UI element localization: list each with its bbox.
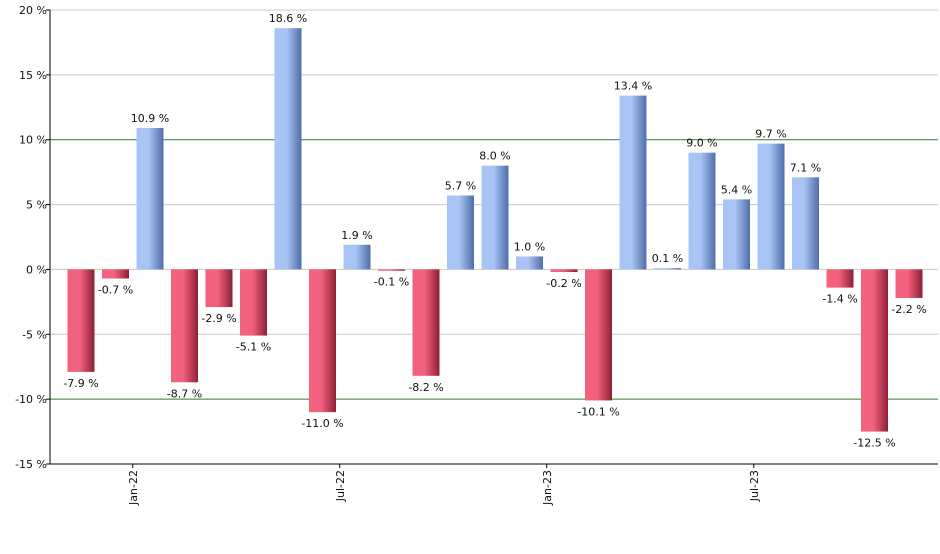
bar bbox=[67, 269, 95, 372]
data-label: -10.1 % bbox=[577, 405, 619, 418]
data-label: 8.0 % bbox=[479, 150, 510, 163]
bar bbox=[205, 269, 233, 308]
x-tick-label: Jan-22 bbox=[127, 470, 140, 506]
bar bbox=[792, 177, 819, 270]
x-tick-label: Jul-22 bbox=[334, 470, 347, 502]
data-label: 7.1 % bbox=[790, 161, 821, 174]
data-label: -12.5 % bbox=[853, 437, 895, 450]
data-label: 5.7 % bbox=[445, 179, 476, 192]
y-tick-label: -15 % bbox=[15, 458, 47, 471]
bar bbox=[481, 165, 509, 270]
bar bbox=[619, 95, 647, 270]
y-tick-label: 20 % bbox=[19, 4, 47, 17]
bar bbox=[585, 269, 612, 401]
data-label: -11.0 % bbox=[301, 417, 343, 430]
bar bbox=[861, 269, 888, 432]
bar bbox=[550, 269, 578, 273]
bar bbox=[516, 256, 543, 270]
bar bbox=[343, 244, 371, 270]
bar bbox=[688, 152, 716, 270]
y-tick-label: -5 % bbox=[22, 328, 47, 341]
data-label: -2.2 % bbox=[891, 303, 926, 316]
y-tick-label: -10 % bbox=[15, 393, 47, 406]
data-label: 1.0 % bbox=[514, 240, 545, 253]
bar bbox=[171, 269, 198, 383]
data-label: -5.1 % bbox=[236, 341, 271, 354]
bar bbox=[447, 195, 474, 270]
data-labels: -7.9 % -0.7 % 10.9 % -8.7 % -2.9 % -5.1 % 18.6… bbox=[63, 12, 926, 449]
bars bbox=[67, 28, 923, 432]
x-tick-label: Jul-23 bbox=[748, 470, 761, 502]
axes: 20 % 15 % 10 % 5 % 0 % -5 % -10 % -15 % Jan-22 Ju… bbox=[15, 4, 938, 506]
data-label: 13.4 % bbox=[614, 80, 652, 93]
data-label: -8.2 % bbox=[408, 381, 443, 394]
data-label: 1.9 % bbox=[341, 229, 372, 242]
data-label: -0.1 % bbox=[374, 276, 409, 289]
data-label: -8.7 % bbox=[167, 387, 202, 400]
bar bbox=[309, 269, 336, 413]
data-label: -7.9 % bbox=[63, 377, 98, 390]
bar bbox=[826, 269, 854, 288]
data-label: -2.9 % bbox=[201, 312, 236, 325]
data-label: 9.7 % bbox=[755, 128, 786, 141]
data-label: 9.0 % bbox=[686, 137, 717, 150]
data-label: -0.2 % bbox=[546, 277, 581, 290]
bar bbox=[240, 269, 267, 336]
bar bbox=[378, 269, 405, 271]
data-label: -1.4 % bbox=[822, 293, 857, 306]
bar bbox=[136, 128, 164, 270]
bar bbox=[723, 199, 750, 270]
data-label: 18.6 % bbox=[269, 12, 307, 25]
data-label: 5.4 % bbox=[721, 183, 752, 196]
bar bbox=[895, 269, 923, 298]
data-label: 0.1 % bbox=[652, 252, 683, 265]
x-tick-label: Jan-23 bbox=[541, 470, 554, 506]
data-label: -0.7 % bbox=[98, 284, 133, 297]
bar bbox=[654, 268, 681, 270]
bar bbox=[757, 143, 785, 270]
y-tick-label: 5 % bbox=[26, 199, 47, 212]
bar bbox=[102, 269, 129, 279]
y-tick-label: 10 % bbox=[19, 134, 47, 147]
y-tick-label: 0 % bbox=[26, 263, 47, 276]
bar bbox=[412, 269, 440, 376]
y-tick-label: 15 % bbox=[19, 69, 47, 82]
data-label: 10.9 % bbox=[131, 112, 169, 125]
bar bbox=[274, 28, 302, 270]
